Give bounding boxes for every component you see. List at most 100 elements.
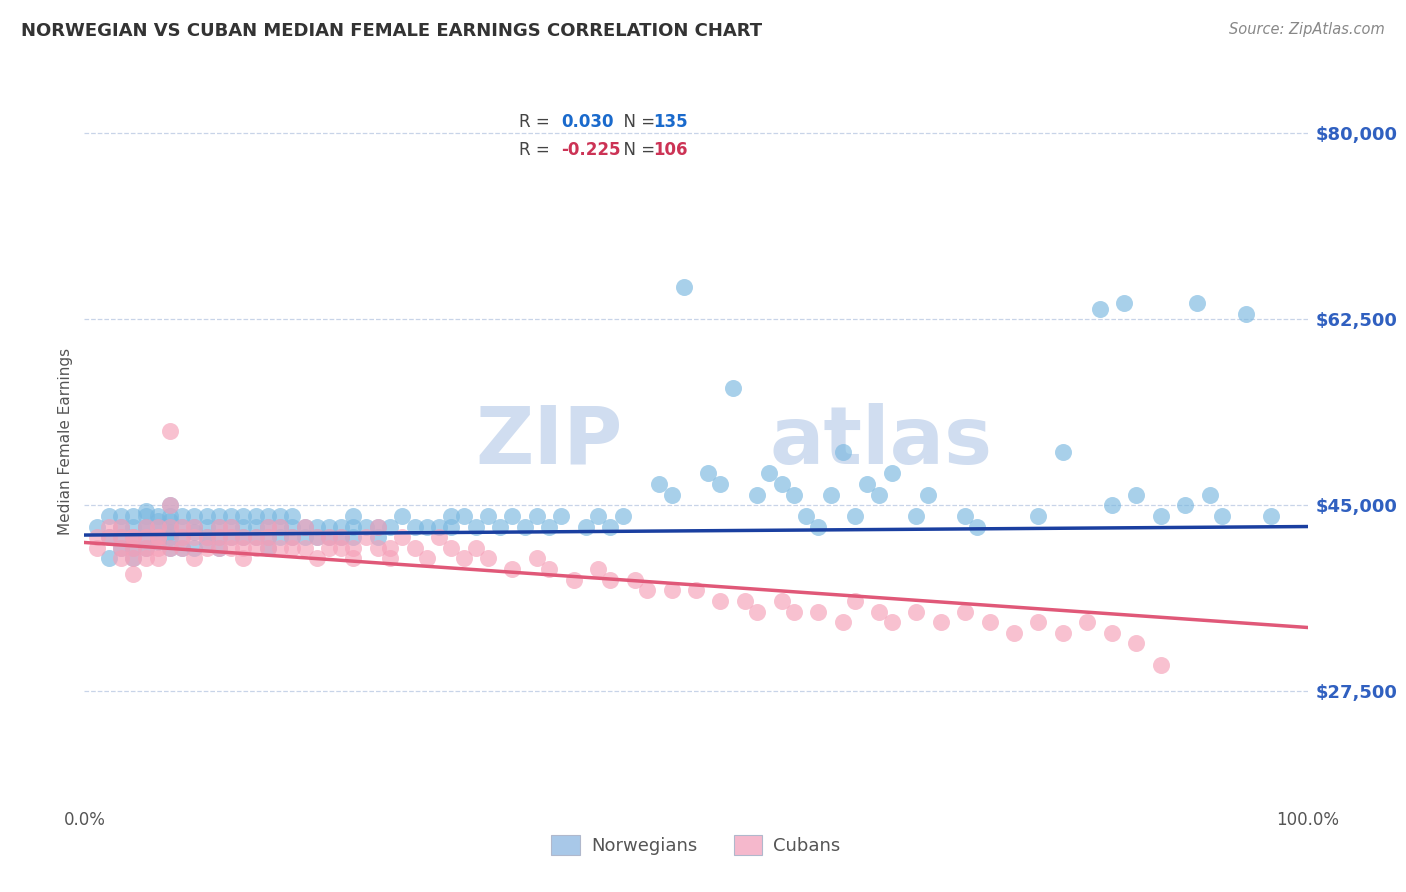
- Point: [245, 519, 267, 533]
- Point: [636, 583, 658, 598]
- Text: -0.225: -0.225: [561, 141, 621, 159]
- Point: [219, 530, 242, 544]
- Point: [208, 519, 231, 533]
- Point: [844, 508, 866, 523]
- Text: ZIP: ZIP: [475, 402, 623, 481]
- Point: [721, 381, 744, 395]
- Point: [122, 567, 145, 582]
- Point: [477, 551, 499, 566]
- Point: [709, 594, 731, 608]
- Point: [195, 530, 218, 544]
- Point: [195, 519, 218, 533]
- Point: [135, 508, 157, 523]
- Point: [1174, 498, 1197, 512]
- Point: [953, 508, 976, 523]
- Point: [440, 519, 463, 533]
- Point: [183, 524, 205, 539]
- Point: [367, 530, 389, 544]
- Point: [135, 503, 157, 517]
- Point: [783, 488, 806, 502]
- Point: [380, 519, 402, 533]
- Point: [122, 541, 145, 555]
- Point: [110, 508, 132, 523]
- Point: [172, 530, 194, 544]
- Point: [575, 519, 598, 533]
- Point: [294, 530, 316, 544]
- Point: [232, 551, 254, 566]
- Point: [86, 519, 108, 533]
- Point: [648, 477, 671, 491]
- Point: [305, 530, 328, 544]
- Point: [1052, 445, 1074, 459]
- Point: [820, 488, 842, 502]
- Text: R =: R =: [519, 112, 560, 131]
- Point: [269, 541, 291, 555]
- Point: [269, 508, 291, 523]
- Point: [172, 541, 194, 555]
- Point: [807, 519, 830, 533]
- Point: [219, 541, 242, 555]
- Point: [195, 508, 218, 523]
- Point: [159, 519, 181, 533]
- Point: [380, 551, 402, 566]
- Point: [232, 530, 254, 544]
- Point: [294, 541, 316, 555]
- Point: [159, 530, 181, 544]
- Point: [794, 508, 817, 523]
- Point: [342, 530, 364, 544]
- Point: [367, 519, 389, 533]
- Point: [612, 508, 634, 523]
- Point: [1125, 488, 1147, 502]
- Point: [172, 519, 194, 533]
- Point: [1101, 498, 1123, 512]
- Point: [122, 530, 145, 544]
- Point: [122, 519, 145, 533]
- Point: [709, 477, 731, 491]
- Point: [183, 530, 205, 544]
- Point: [269, 519, 291, 533]
- Point: [135, 519, 157, 533]
- Text: N =: N =: [613, 141, 661, 159]
- Point: [440, 541, 463, 555]
- Point: [195, 530, 218, 544]
- Point: [880, 615, 903, 630]
- Point: [404, 519, 426, 533]
- Point: [330, 530, 353, 544]
- Point: [110, 551, 132, 566]
- Point: [502, 508, 524, 523]
- Point: [86, 530, 108, 544]
- Point: [159, 541, 181, 555]
- Point: [159, 519, 181, 533]
- Point: [86, 541, 108, 555]
- Point: [159, 524, 181, 539]
- Point: [208, 530, 231, 544]
- Point: [1125, 636, 1147, 650]
- Point: [1150, 508, 1173, 523]
- Point: [318, 530, 340, 544]
- Point: [599, 573, 621, 587]
- Point: [734, 594, 756, 608]
- Point: [257, 541, 280, 555]
- Point: [245, 541, 267, 555]
- Point: [146, 519, 169, 533]
- Point: [831, 445, 853, 459]
- Point: [427, 519, 450, 533]
- Point: [416, 551, 439, 566]
- Point: [146, 508, 169, 523]
- Point: [159, 498, 181, 512]
- Point: [146, 530, 169, 544]
- Point: [305, 551, 328, 566]
- Point: [245, 530, 267, 544]
- Point: [318, 519, 340, 533]
- Point: [183, 541, 205, 555]
- Point: [513, 519, 536, 533]
- Point: [122, 508, 145, 523]
- Point: [880, 467, 903, 481]
- Point: [367, 519, 389, 533]
- Point: [1101, 625, 1123, 640]
- Point: [869, 488, 891, 502]
- Point: [172, 508, 194, 523]
- Point: [342, 508, 364, 523]
- Point: [219, 530, 242, 544]
- Point: [146, 535, 169, 549]
